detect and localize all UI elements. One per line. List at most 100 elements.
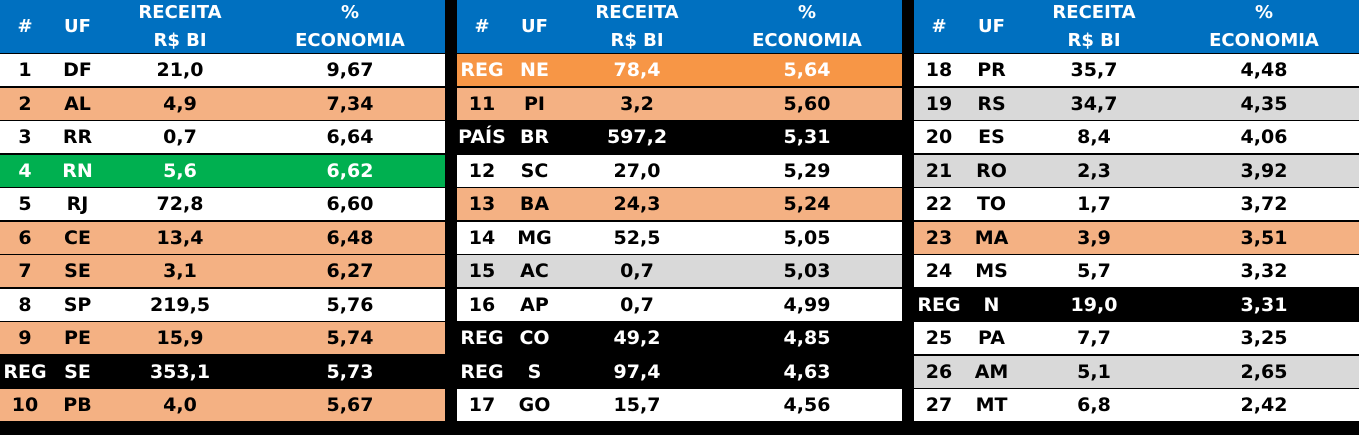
header-uf-line-1: UF — [64, 15, 91, 37]
cell-receita: 15,7 — [613, 394, 661, 416]
table-row: 3 RR 0,7 6,64 — [0, 121, 445, 153]
cell-uf: AC — [520, 260, 549, 282]
cell-economia: 5,73 — [326, 360, 374, 383]
header-rank-line-1: # — [474, 15, 490, 37]
cell-uf: NE — [520, 59, 549, 81]
cell-rank: 1 — [18, 59, 32, 81]
cell-receita: 78,4 — [613, 59, 661, 81]
table-row: 16 AP 0,7 4,99 — [457, 288, 902, 321]
cell-uf: DF — [63, 59, 92, 81]
cell-uf: BR — [519, 126, 550, 148]
cell-receita: 72,8 — [156, 193, 204, 215]
cell-receita: 0,7 — [620, 260, 654, 282]
header-economia-line-1: % — [340, 1, 360, 23]
table-row: REG N 19,0 3,31 — [914, 288, 1359, 321]
cell-economia: 3,32 — [1240, 260, 1288, 282]
cell-receita: 52,5 — [613, 226, 661, 249]
header-receita-line-1: RECEITA — [595, 1, 679, 23]
table-row: 6 CE 13,4 6,48 — [0, 221, 445, 254]
cell-receita: 35,7 — [1070, 59, 1118, 81]
cell-rank: 2 — [18, 92, 32, 115]
cell-economia: 5,29 — [783, 159, 831, 182]
header-receita-line-2: R$ BI — [1067, 29, 1121, 51]
cell-receita: 4,0 — [163, 394, 197, 416]
cell-uf: PB — [63, 394, 92, 416]
header-rank: # — [457, 0, 507, 53]
cell-receita: 2,3 — [1077, 159, 1111, 182]
cell-uf: RR — [62, 126, 93, 148]
cell-economia: 4,35 — [1240, 92, 1288, 115]
header-receita-line-1: RECEITA — [1052, 1, 1136, 23]
cell-uf: SE — [64, 260, 91, 282]
header-rank: # — [914, 0, 964, 53]
header-uf: UF — [507, 0, 562, 53]
header-rank: # — [0, 0, 50, 53]
table-row: 15 AC 0,7 5,03 — [457, 255, 902, 287]
table-row: 2 AL 4,9 7,34 — [0, 87, 445, 120]
cell-uf: MG — [517, 226, 552, 249]
cell-receita: 8,4 — [1077, 126, 1111, 148]
cell-receita: 1,7 — [1077, 193, 1111, 215]
cell-receita: 27,0 — [613, 159, 661, 182]
cell-receita: 7,7 — [1077, 327, 1111, 349]
cell-rank: 19 — [925, 92, 953, 115]
cell-economia: 5,76 — [326, 293, 374, 316]
cell-rank: REG — [460, 360, 504, 383]
cell-rank: 8 — [18, 293, 32, 316]
table-row: 26 AM 5,1 2,65 — [914, 355, 1359, 388]
table-row: REG SE 353,1 5,73 — [0, 355, 445, 388]
cell-uf: ES — [978, 126, 1005, 148]
cell-uf: MT — [975, 394, 1008, 416]
table-row: 19 RS 34,7 4,35 — [914, 87, 1359, 120]
cell-uf: RN — [62, 159, 93, 182]
cell-economia: 6,64 — [326, 126, 374, 148]
cell-uf: AL — [64, 92, 91, 115]
cell-uf: AM — [974, 360, 1009, 383]
table-header: # UF RECEITA R$ BI% ECONOMIA — [0, 0, 445, 53]
cell-economia: 5,64 — [783, 59, 831, 81]
cell-economia: 3,51 — [1240, 226, 1288, 249]
table-row: PAÍS BR 597,2 5,31 — [457, 121, 902, 153]
cell-economia: 6,27 — [326, 260, 374, 282]
cell-rank: 11 — [468, 92, 496, 115]
cell-uf: RO — [976, 159, 1007, 182]
table-row: 17 GO 15,7 4,56 — [457, 389, 902, 421]
cell-uf: SE — [64, 360, 91, 383]
cell-rank: 22 — [925, 193, 953, 215]
cell-receita: 4,9 — [163, 92, 197, 115]
cell-economia: 9,67 — [326, 59, 374, 81]
cell-economia: 3,72 — [1240, 193, 1288, 215]
cell-rank: 9 — [18, 327, 32, 349]
cell-receita: 97,4 — [613, 360, 661, 383]
cell-rank: 20 — [925, 126, 953, 148]
cell-receita: 3,2 — [620, 92, 654, 115]
cell-receita: 49,2 — [613, 327, 661, 349]
header-economia: % ECONOMIA — [1169, 0, 1359, 53]
cell-economia: 4,06 — [1240, 126, 1288, 148]
header-economia: % ECONOMIA — [712, 0, 902, 53]
header-economia-line-2: ECONOMIA — [1209, 29, 1319, 51]
cell-economia: 4,85 — [783, 327, 831, 349]
table-row: 25 PA 7,7 3,25 — [914, 322, 1359, 354]
cell-rank: 21 — [925, 159, 953, 182]
cell-uf: BA — [519, 193, 550, 215]
cell-receita: 597,2 — [606, 126, 668, 148]
cell-uf: S — [527, 360, 542, 383]
ranking-table-2: # UF RECEITA R$ BI% ECONOMIA REG NE 78,4 5,64 11 P… — [457, 0, 902, 421]
header-receita: RECEITA R$ BI — [105, 0, 255, 53]
cell-economia: 2,65 — [1240, 360, 1288, 383]
cell-economia: 5,05 — [783, 226, 831, 249]
table-header: # UF RECEITA R$ BI% ECONOMIA — [457, 0, 902, 53]
cell-rank: 17 — [468, 394, 496, 416]
header-receita: RECEITA R$ BI — [562, 0, 712, 53]
cell-economia: 4,48 — [1240, 59, 1288, 81]
header-rank-line-1: # — [17, 15, 33, 37]
header-uf: UF — [50, 0, 105, 53]
cell-receita: 0,7 — [163, 126, 197, 148]
ranking-table-1: # UF RECEITA R$ BI% ECONOMIA 1 DF 21,0 9,67 2 AL 4,… — [0, 0, 445, 421]
cell-economia: 3,31 — [1240, 293, 1288, 316]
cell-receita: 34,7 — [1070, 92, 1118, 115]
cell-uf: SC — [520, 159, 549, 182]
table-row: REG CO 49,2 4,85 — [457, 322, 902, 354]
table-row: 13 BA 24,3 5,24 — [457, 188, 902, 220]
